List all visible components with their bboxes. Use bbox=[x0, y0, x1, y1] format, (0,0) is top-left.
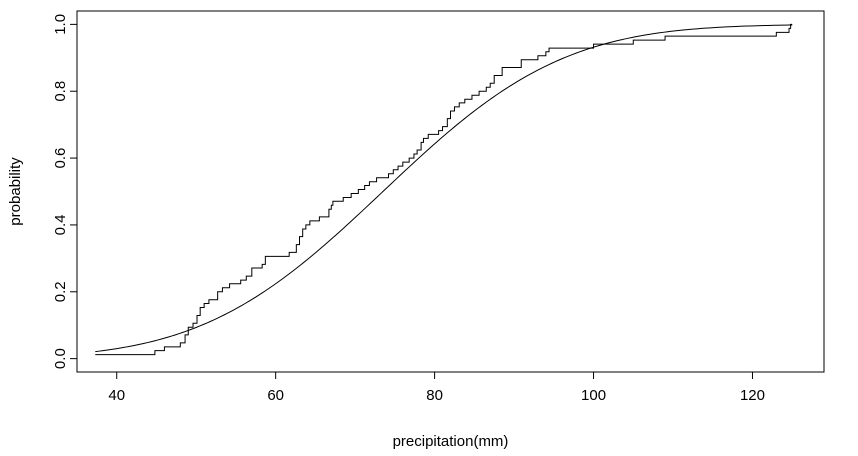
y-tick-label: 0.0 bbox=[52, 348, 69, 369]
y-axis-label: probability bbox=[7, 157, 24, 226]
x-tick-label: 120 bbox=[740, 387, 765, 404]
y-tick-label: 0.6 bbox=[52, 148, 69, 169]
y-tick-label: 0.2 bbox=[52, 281, 69, 302]
x-axis: 40 60 80 100 120 bbox=[108, 371, 765, 404]
x-tick-label: 80 bbox=[426, 387, 443, 404]
series-layer bbox=[95, 23, 793, 356]
y-tick-label: 0.8 bbox=[52, 81, 69, 102]
x-tick-label: 40 bbox=[108, 387, 125, 404]
y-tick-label: 0.4 bbox=[52, 214, 69, 235]
x-axis-label: precipitation(mm) bbox=[393, 433, 509, 450]
x-tick-label: 100 bbox=[581, 387, 606, 404]
y-axis: 0.0 0.2 0.4 0.6 0.8 1.0 bbox=[52, 14, 78, 369]
fitted-cdf-curve bbox=[95, 24, 793, 353]
y-tick-label: 1.0 bbox=[52, 14, 69, 35]
x-tick-label: 60 bbox=[267, 387, 284, 404]
empirical-cdf-line bbox=[95, 23, 793, 356]
plot-frame bbox=[76, 10, 825, 373]
